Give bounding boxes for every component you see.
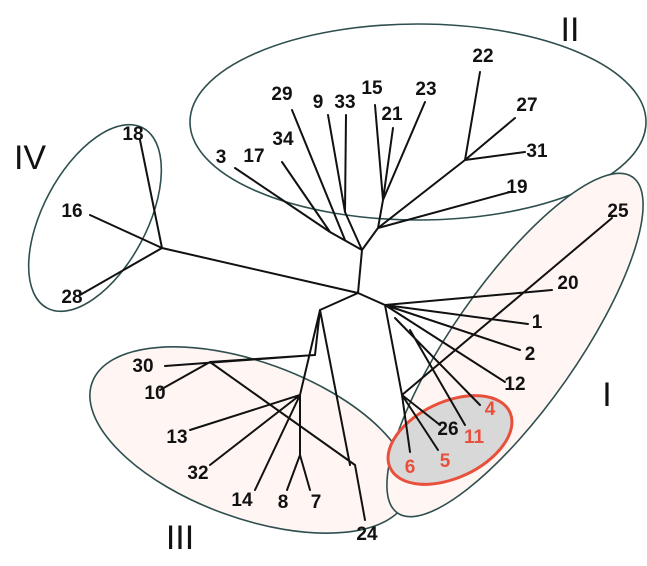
leaf-label: 21 <box>381 104 403 125</box>
leaf-label: 29 <box>271 84 292 105</box>
leaf-label: 16 <box>61 201 82 222</box>
leaf-label: 22 <box>472 46 493 67</box>
leaf-label: 23 <box>415 79 436 100</box>
leaf-label: 9 <box>313 92 324 113</box>
leaf-label: 6 <box>405 457 416 478</box>
leaf-label: 32 <box>187 463 208 484</box>
leaf-label: 28 <box>61 287 82 308</box>
leaf-label: 15 <box>361 78 383 99</box>
leaf-label: 4 <box>485 399 496 420</box>
leaf-label: 20 <box>557 273 578 294</box>
cluster-label: IV <box>14 139 46 177</box>
leaf-label: 7 <box>311 492 322 513</box>
leaf-label: 12 <box>504 374 525 395</box>
leaf-label: 33 <box>334 92 355 113</box>
cluster-iv-outline <box>27 123 163 313</box>
leaf-label: 24 <box>356 524 378 545</box>
leaf-label: 27 <box>516 95 537 116</box>
leaf-label: 8 <box>278 492 289 513</box>
cluster-ii-outline <box>189 23 647 221</box>
leaf-label: 13 <box>166 427 187 448</box>
cluster-label: II <box>561 11 580 49</box>
branch <box>79 71 613 521</box>
leaf-label: 26 <box>437 419 458 440</box>
leaf-label: 19 <box>506 177 527 198</box>
branches <box>79 71 613 521</box>
leaf-label: 11 <box>464 427 485 448</box>
leaf-label: 14 <box>231 490 253 511</box>
leaf-label: 1 <box>532 312 543 333</box>
leaf-label: 17 <box>243 146 264 167</box>
leaf-label: 18 <box>122 124 143 145</box>
cluster-outlines <box>27 23 647 534</box>
leaf-labels: 1 2 3 4 5 6 7 8 9 10 11 12 13 14 15 16 1… <box>61 46 629 545</box>
leaf-label: 5 <box>440 451 451 472</box>
highlight-group <box>386 394 514 486</box>
leaf-label: 3 <box>216 147 227 168</box>
cluster-label: I <box>602 376 611 414</box>
cluster-label: III <box>166 519 194 557</box>
leaf-label: 2 <box>525 344 536 365</box>
leaf-label: 25 <box>607 201 629 222</box>
leaf-label: 34 <box>272 129 294 150</box>
leaf-label: 31 <box>526 141 548 162</box>
leaf-label: 10 <box>144 383 165 404</box>
cluster-iii-outline <box>89 346 411 534</box>
leaf-label: 30 <box>132 356 153 377</box>
